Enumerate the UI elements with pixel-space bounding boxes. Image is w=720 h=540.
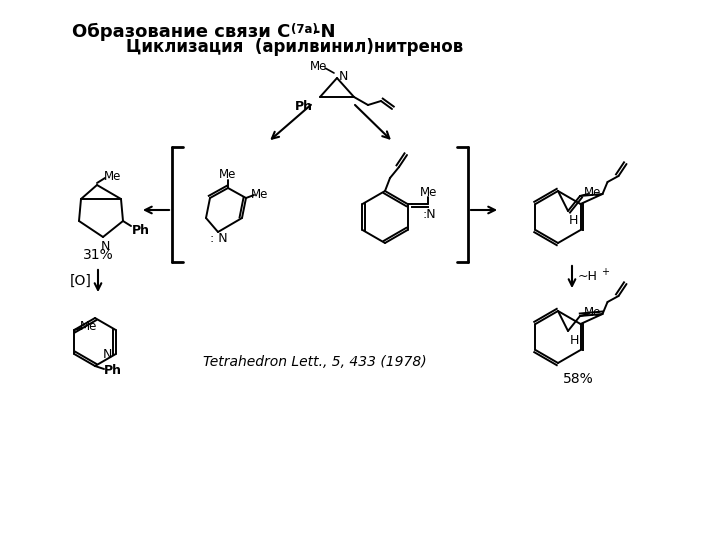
Text: Ph: Ph <box>104 364 122 377</box>
Text: Me: Me <box>585 307 602 320</box>
Text: Me: Me <box>251 187 269 200</box>
Text: Tetrahedron Lett., 5, 433 (1978): Tetrahedron Lett., 5, 433 (1978) <box>203 355 427 369</box>
Text: Me: Me <box>420 186 437 199</box>
Text: Me: Me <box>310 60 328 73</box>
Text: Me: Me <box>104 171 122 184</box>
Text: 31%: 31% <box>83 248 113 262</box>
Text: Ph: Ph <box>295 99 313 112</box>
Text: 58%: 58% <box>562 372 593 386</box>
Text: H: H <box>568 213 577 226</box>
Text: Ph: Ph <box>132 225 150 238</box>
Text: N: N <box>100 240 109 253</box>
Text: ~H: ~H <box>578 271 598 284</box>
Text: N: N <box>103 348 112 361</box>
Text: : N: : N <box>210 233 228 246</box>
Text: Me: Me <box>79 321 97 334</box>
Text: H: H <box>570 334 579 347</box>
Text: +: + <box>601 267 609 277</box>
Text: Образование связи С: Образование связи С <box>71 23 290 41</box>
Text: (7а): (7а) <box>291 23 318 36</box>
Text: :N: :N <box>423 207 436 220</box>
Text: -N: -N <box>313 23 336 41</box>
Text: Me: Me <box>220 168 237 181</box>
Text: [O]: [O] <box>70 274 92 288</box>
Text: Me: Me <box>585 186 602 199</box>
Text: Циклизация  (арилвинил)нитренов: Циклизация (арилвинил)нитренов <box>127 38 464 56</box>
Text: N: N <box>338 71 348 84</box>
